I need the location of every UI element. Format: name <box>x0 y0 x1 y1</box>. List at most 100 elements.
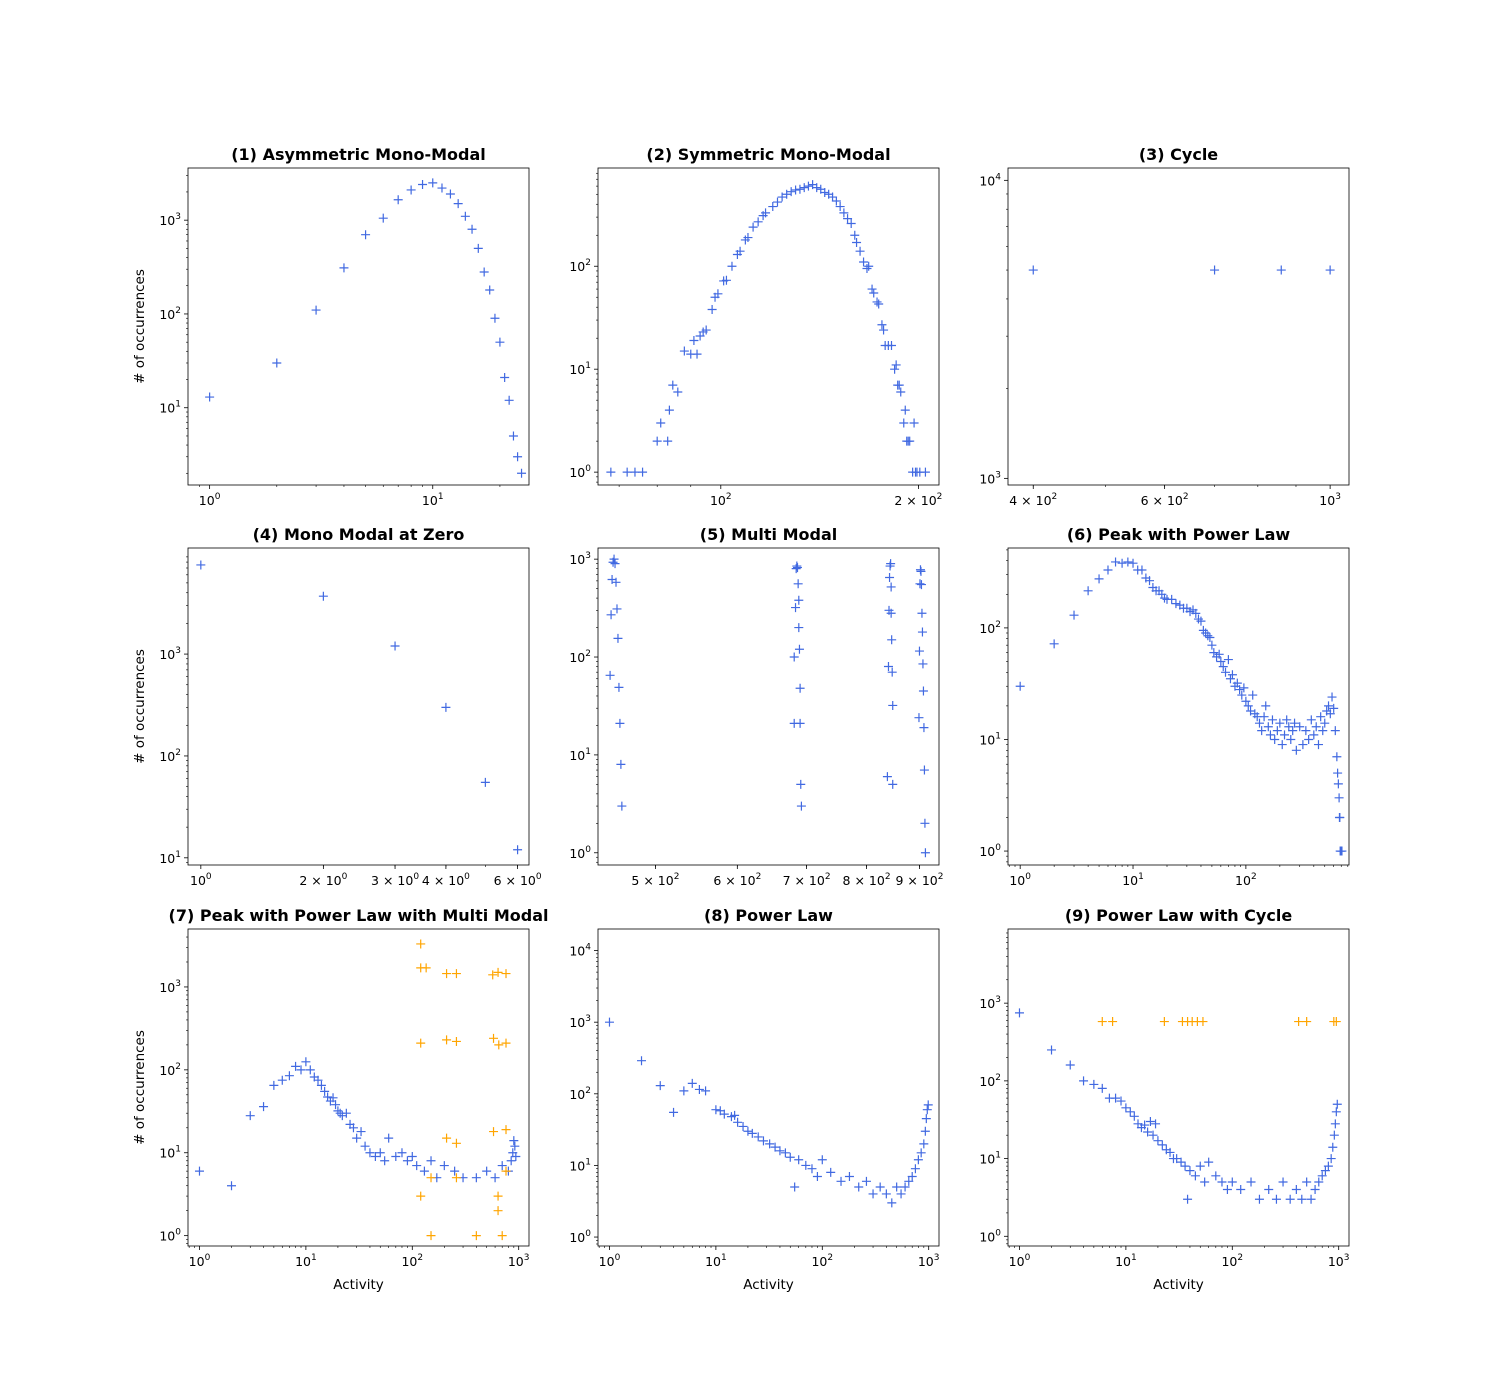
x-tick-label: 100 <box>190 872 212 888</box>
data-point <box>843 214 853 224</box>
data-point <box>1200 1177 1210 1187</box>
data-point <box>872 297 882 307</box>
data-point <box>1311 722 1321 732</box>
data-point <box>1298 740 1308 750</box>
data-point <box>655 1081 665 1091</box>
x-axis-label: Activity <box>1153 1277 1204 1293</box>
data-point <box>886 559 896 569</box>
data-point <box>831 196 841 206</box>
data-point <box>748 222 758 232</box>
data-point <box>384 1133 394 1143</box>
data-point <box>606 610 616 620</box>
data-point <box>501 1166 511 1176</box>
y-tick-label: 104 <box>979 172 1001 188</box>
data-point <box>1332 1099 1342 1109</box>
data-point <box>1207 640 1217 650</box>
x-tick-label: 3 × 100 <box>371 872 419 888</box>
data-point <box>305 1065 315 1075</box>
data-point <box>701 325 711 335</box>
axes-frame <box>187 547 530 866</box>
data-point <box>426 1156 436 1166</box>
data-point <box>793 579 803 589</box>
x-tick-label: 103 <box>1319 492 1341 508</box>
x-tick-label: 7 × 102 <box>783 872 831 888</box>
y-tick-label: 103 <box>159 212 181 228</box>
data-point <box>490 1173 500 1183</box>
data-point <box>296 1065 306 1075</box>
data-point <box>862 264 872 274</box>
data-point <box>453 199 463 209</box>
data-point <box>390 641 400 651</box>
data-point <box>352 1133 362 1143</box>
x-tick-label: 6 × 102 <box>713 872 761 888</box>
data-point <box>339 263 349 273</box>
data-point <box>269 1080 279 1090</box>
axes-frame <box>1007 167 1350 486</box>
data-point <box>1111 1093 1121 1103</box>
data-point <box>407 1152 417 1162</box>
data-point <box>1216 656 1226 666</box>
data-point <box>451 1173 461 1183</box>
subplot-2: (2) Symmetric Mono-Modal 102 2 × 102 100 101… <box>569 145 942 508</box>
data-point <box>867 284 877 294</box>
data-point <box>794 623 804 633</box>
subplot-3: (3) Cycle 4 × 102 6 × 102 103 103 104 <box>979 145 1350 508</box>
data-point <box>501 969 511 979</box>
y-tick-label: 101 <box>979 1151 1001 1167</box>
data-point <box>869 288 879 298</box>
y-tick-label: 103 <box>569 551 591 567</box>
axes-frame <box>187 167 530 486</box>
data-point <box>1214 649 1224 659</box>
data-point <box>194 1166 204 1176</box>
data-point <box>791 185 801 195</box>
data-point <box>1237 690 1247 700</box>
data-point <box>795 718 805 728</box>
data-point <box>1317 1171 1327 1181</box>
y-tick-label: 100 <box>569 1229 591 1245</box>
subplot-9: (9) Power Law with Cycle 100 101 102 103 100 1… <box>979 906 1349 1293</box>
data-point <box>1257 726 1267 736</box>
data-point <box>1318 726 1328 736</box>
axes-frame <box>597 167 940 486</box>
data-point <box>1302 1177 1312 1187</box>
data-point <box>412 1161 422 1171</box>
data-point <box>753 1132 763 1142</box>
data-point <box>451 1138 461 1148</box>
subplot-title: (9) Power Law with Cycle <box>1065 906 1293 925</box>
data-point <box>1047 1045 1057 1055</box>
y-tick-label: 100 <box>979 1228 1001 1244</box>
data-point <box>485 285 495 295</box>
data-point <box>792 561 802 571</box>
data-point <box>1333 768 1343 778</box>
data-point <box>360 1141 370 1151</box>
subplot-8: (8) Power Law 100 101 102 103 100 101 102 103 104… <box>569 906 939 1293</box>
data-point <box>917 627 927 637</box>
data-point <box>1291 1185 1301 1194</box>
data-point <box>1265 730 1275 740</box>
data-point <box>721 275 731 285</box>
subplot-7: (7) Peak with Power Law with Multi Modal… <box>132 906 548 1293</box>
data-point <box>913 1155 923 1165</box>
x-tick-label: 101 <box>295 1253 317 1269</box>
data-point <box>1325 265 1335 275</box>
data-point <box>1204 1157 1214 1167</box>
data-point <box>1185 1166 1195 1176</box>
data-point <box>794 644 804 654</box>
data-point <box>1326 1154 1336 1164</box>
data-point <box>885 572 895 582</box>
data-point <box>1171 599 1181 609</box>
data-point <box>1148 1130 1158 1140</box>
data-point <box>614 682 624 692</box>
data-point <box>460 211 470 221</box>
x-tick-label: 102 <box>811 1253 833 1269</box>
data-point <box>1328 1142 1338 1152</box>
data-point <box>1254 1194 1264 1204</box>
data-point <box>277 1075 287 1085</box>
data-point <box>1330 726 1340 736</box>
data-point <box>768 202 778 212</box>
data-point <box>1337 846 1347 856</box>
data-point <box>1218 662 1228 672</box>
data-point <box>795 184 805 194</box>
data-point <box>1198 1017 1208 1027</box>
data-point <box>426 1173 436 1183</box>
